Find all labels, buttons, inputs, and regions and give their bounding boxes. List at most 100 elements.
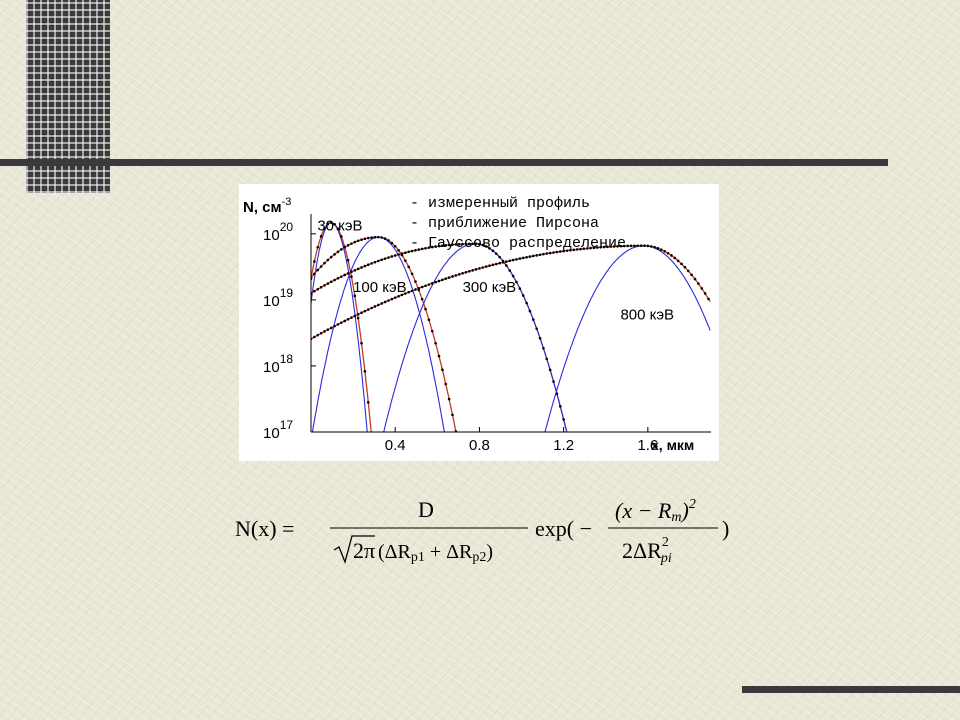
measured-point [474,242,478,246]
measured-point [350,316,353,319]
measured-point [360,311,363,315]
measured-point [582,247,586,251]
measured-point [538,253,542,257]
measured-point [508,269,512,272]
measured-point [481,243,485,247]
measured-point [363,264,367,268]
measured-point [525,255,528,259]
measured-point [511,274,515,278]
measured-point [579,247,582,251]
measured-point [491,263,495,267]
curves [311,221,711,432]
measured-point [343,245,346,249]
measured-point [511,258,515,262]
measured-point [441,278,444,282]
measured-point [420,285,424,289]
measured-point [521,294,525,297]
measured-point [680,262,683,266]
measured-point [404,259,407,262]
measured-point [474,268,478,271]
measured-point [441,368,444,371]
measured-point [562,418,565,421]
measured-point [414,280,417,283]
measured-point [356,316,360,320]
measured-point [461,272,464,275]
formula-exp-open: exp( − [535,516,592,541]
measured-point [329,255,333,259]
measured-point [383,237,387,240]
formula-sqrt-arg: 2π [353,538,375,563]
gauss-curve [544,245,711,432]
measured-point [346,258,350,262]
formula-exp-numerator: (x − Rm)2 [615,497,696,525]
measured-point [417,286,421,290]
measured-point [673,256,677,260]
measured-point [643,244,646,248]
measured-point [326,328,330,331]
legend-item-measured: - измеренный профиль [410,195,590,212]
measured-point [424,246,427,250]
measured-point [518,287,522,290]
measured-point [515,258,518,261]
measured-point [525,301,528,305]
measured-point [356,313,360,316]
bottom-divider-bar [742,686,960,693]
measured-point [393,254,397,257]
measured-point [468,242,471,246]
measured-point [575,248,579,251]
measured-point [484,245,488,248]
measured-point [340,275,343,278]
measured-point [622,244,626,248]
measured-point [350,270,353,274]
measured-point [649,245,653,248]
measured-point [329,280,333,284]
measured-point [370,262,373,265]
measured-point [404,292,407,295]
formula-denominator: (ΔRp1 + ΔRp2) [378,541,493,565]
x-axis-label: x, мкм [651,437,694,453]
measured-point [414,248,417,252]
measured-point [545,357,549,361]
measured-point [326,282,330,285]
measured-point [562,249,565,253]
measured-point [424,284,427,288]
x-ticks: 0.4 0.8 1.2 1.6 [385,427,658,454]
measured-point [670,254,673,257]
measured-point [373,260,377,264]
measured-point [505,264,508,267]
measured-point [451,243,454,246]
measured-point [373,305,377,308]
measured-point [471,242,474,246]
x-tick-label: 0.8 [469,437,490,454]
y-tick-label: 1020 [263,220,293,244]
measured-point [313,260,316,263]
measured-point [454,274,458,277]
measured-point [447,243,451,247]
measured-point [407,290,410,294]
top-divider-bar [0,159,888,166]
measured-point [585,247,589,250]
implant-profile-chart: 0.4 0.8 1.2 1.6 1017 1018 1019 1020 N, см-3 x,… [239,184,719,461]
measured-point [420,297,424,301]
measured-point [410,289,414,293]
measured-point [434,245,437,248]
measured-point [444,277,448,280]
measured-point [336,323,340,326]
measured-point [629,244,633,248]
measured-point [336,250,340,254]
measured-point [360,266,363,269]
measured-point [569,248,572,252]
measured-point [340,321,343,324]
measured-point [545,252,549,255]
measured-point [558,250,562,253]
measured-point [491,249,495,253]
pearson-formula: N(x) = D 2π (ΔRp1 + ΔRp2) exp( − (x − Rm… [230,490,750,570]
measured-point [616,244,619,248]
measured-point [565,249,569,252]
measured-point [488,264,491,268]
measured-point [393,245,397,248]
x-tick-label: 1.6 [637,437,658,454]
measured-point [494,262,498,266]
measured-point [373,235,377,239]
measured-point [397,249,400,252]
